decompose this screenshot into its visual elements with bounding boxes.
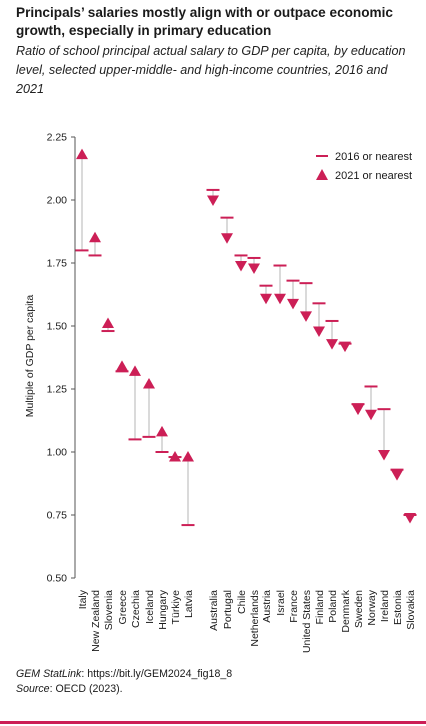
mark-2021-estonia: [391, 470, 403, 481]
x-label-latvia: Latvia: [183, 590, 195, 618]
x-label-finland: Finland: [314, 590, 326, 625]
x-label-chile: Chile: [236, 590, 248, 614]
mark-2021-hungary: [156, 425, 168, 437]
mark-2021-israel: [274, 293, 286, 305]
mark-2021-new-zealand: [89, 231, 101, 243]
mark-2021-czechia: [129, 365, 141, 376]
y-tick-label: 1.75: [47, 258, 68, 270]
footer: GEM StatLink: https://bit.ly/GEM2024_fig…: [16, 667, 411, 697]
mark-2021-france: [287, 298, 299, 310]
mark-2021-sweden: [352, 404, 364, 416]
mark-2021-australia: [207, 195, 219, 206]
x-label-iceland: Iceland: [144, 590, 156, 624]
mark-2021-poland: [326, 339, 338, 350]
x-label-new-zealand: New Zealand: [90, 590, 102, 652]
mark-2021-united-states: [300, 311, 312, 322]
statlink-label: GEM StatLink: [16, 668, 82, 680]
x-label-greece: Greece: [117, 590, 129, 625]
y-axis-label: Multiple of GDP per capita: [24, 295, 36, 418]
x-label-ireland: Ireland: [379, 590, 391, 622]
x-label-australia: Australia: [208, 590, 220, 631]
y-tick-label: 0.50: [47, 573, 68, 585]
legend-label-2021: 2021 or nearest: [335, 170, 412, 182]
mark-2021-turkiye: [169, 451, 181, 462]
mark-2021-slovenia: [102, 317, 114, 328]
mark-2021-denmark: [339, 341, 351, 353]
x-label-israel: Israel: [275, 590, 287, 616]
data-marks: [75, 148, 417, 527]
x-label-czechia: Czechia: [130, 590, 142, 628]
x-label-sweden: Sweden: [353, 590, 365, 628]
x-label-netherlands: Netherlands: [249, 590, 261, 647]
mark-2021-latvia: [182, 451, 194, 462]
y-tick-label: 1.50: [47, 321, 68, 333]
mark-2021-italy: [76, 148, 88, 160]
y-tick-label: 2.25: [47, 132, 68, 144]
bottom-rule: [0, 721, 426, 724]
x-label-poland: Poland: [327, 590, 339, 623]
legend-marker-2021: [316, 169, 328, 180]
x-label-hungary: Hungary: [157, 589, 169, 629]
dumbbell-chart: 0.50 0.75 1.00 1.25 1.50 1.75 2.00 2.25 Multipl…: [24, 132, 417, 654]
mark-2021-chile: [235, 261, 247, 272]
mark-2021-iceland: [143, 377, 155, 389]
source-text: : OECD (2023).: [49, 683, 123, 695]
chart-subtitle: Ratio of school principal actual salary …: [16, 44, 406, 96]
y-tick-label: 1.00: [47, 447, 68, 459]
x-label-france: France: [288, 590, 300, 623]
mark-2021-norway: [365, 409, 377, 421]
statlink-url[interactable]: : https://bit.ly/GEM2024_fig18_8: [81, 668, 233, 680]
mark-2021-netherlands: [248, 263, 260, 275]
x-label-denmark: Denmark: [340, 589, 352, 632]
source-line: Source: OECD (2023).: [16, 682, 411, 697]
mark-2021-austria: [260, 293, 272, 305]
mark-2021-portugal: [221, 233, 233, 244]
chart-title: Principals’ salaries mostly align with o…: [16, 5, 393, 38]
mark-2021-finland: [313, 326, 325, 338]
x-label-austria: Austria: [261, 590, 273, 623]
x-label-slovenia: Slovenia: [103, 590, 115, 630]
legend-label-2016: 2016 or nearest: [335, 151, 412, 163]
x-label-turkiye: Türkiye: [170, 590, 182, 625]
mark-2021-ireland: [378, 450, 390, 461]
statlink-line: GEM StatLink: https://bit.ly/GEM2024_fig…: [16, 667, 411, 682]
y-tick-label: 2.00: [47, 195, 68, 207]
y-tick-label: 1.25: [47, 384, 68, 396]
legend: 2016 or nearest 2021 or nearest: [316, 151, 412, 182]
x-label-italy: Italy: [77, 589, 89, 609]
connector-lines: [81, 154, 411, 526]
x-label-united-states: United States: [301, 590, 313, 653]
x-axis-labels: Italy New Zealand Slovenia Greece Czechia Ice…: [77, 589, 417, 653]
x-label-estonia: Estonia: [392, 590, 404, 625]
x-label-portugal: Portugal: [222, 590, 234, 629]
y-axis: 0.50 0.75 1.00 1.25 1.50 1.75 2.00 2.25: [47, 132, 76, 585]
x-label-norway: Norway: [366, 589, 378, 625]
mark-2021-slovakia: [404, 513, 416, 524]
y-tick-label: 0.75: [47, 510, 68, 522]
x-label-slovakia: Slovakia: [405, 590, 417, 630]
source-label: Source: [16, 683, 50, 695]
mark-2021-greece: [116, 360, 128, 371]
